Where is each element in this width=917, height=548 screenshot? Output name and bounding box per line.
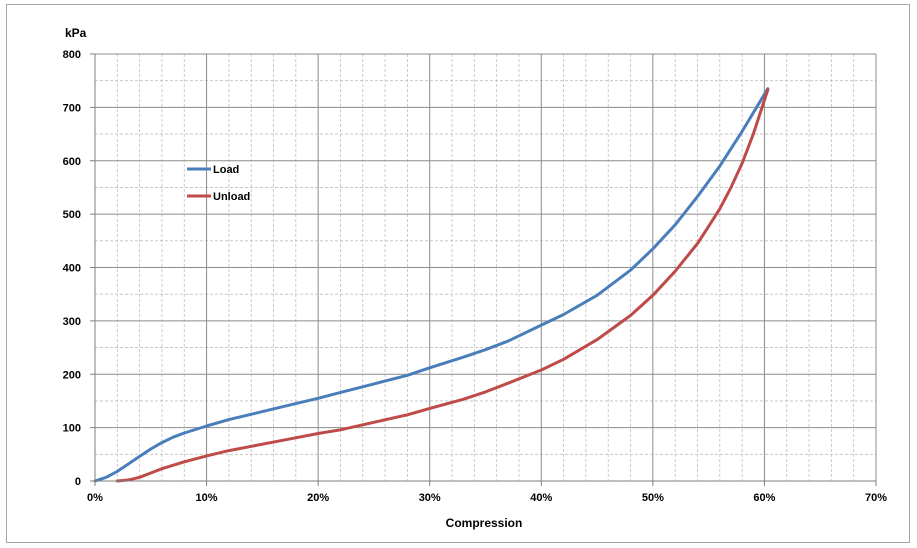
legend: Load Unload [187, 164, 250, 203]
y-tick-label: 300 [63, 316, 81, 328]
chart-frame [6, 4, 910, 543]
x-tick-label: 70% [865, 492, 887, 504]
x-tick-label: 10% [196, 492, 218, 504]
y-tick-label: 800 [63, 49, 81, 61]
y-axis-title: kPa [65, 26, 87, 40]
x-tick-label: 40% [530, 492, 552, 504]
y-tick-label: 0 [75, 476, 81, 488]
y-tick-label: 500 [63, 209, 81, 221]
y-tick-label: 700 [63, 102, 81, 114]
y-tick-label: 600 [63, 156, 81, 168]
x-tick-label: 0% [87, 492, 103, 504]
y-tick-label: 200 [63, 369, 81, 381]
legend-label-load: Load [213, 164, 239, 176]
x-axis-title: Compression [446, 516, 523, 530]
series-line-unload [115, 88, 770, 483]
x-tick-label: 30% [419, 492, 441, 504]
x-tick-label: 20% [307, 492, 329, 504]
grid-layer [95, 53, 877, 481]
axes-layer: 0 100 200 300 400 500 600 700 800 0% 10% 20% 30% 40% 5… [63, 49, 888, 504]
x-tick-label: 50% [642, 492, 664, 504]
series-layer [93, 87, 770, 483]
series-line-load [93, 87, 770, 483]
legend-label-unload: Unload [213, 191, 250, 203]
y-tick-label: 400 [63, 263, 81, 275]
y-tick-label: 100 [63, 423, 81, 435]
x-tick-label: 60% [753, 492, 775, 504]
